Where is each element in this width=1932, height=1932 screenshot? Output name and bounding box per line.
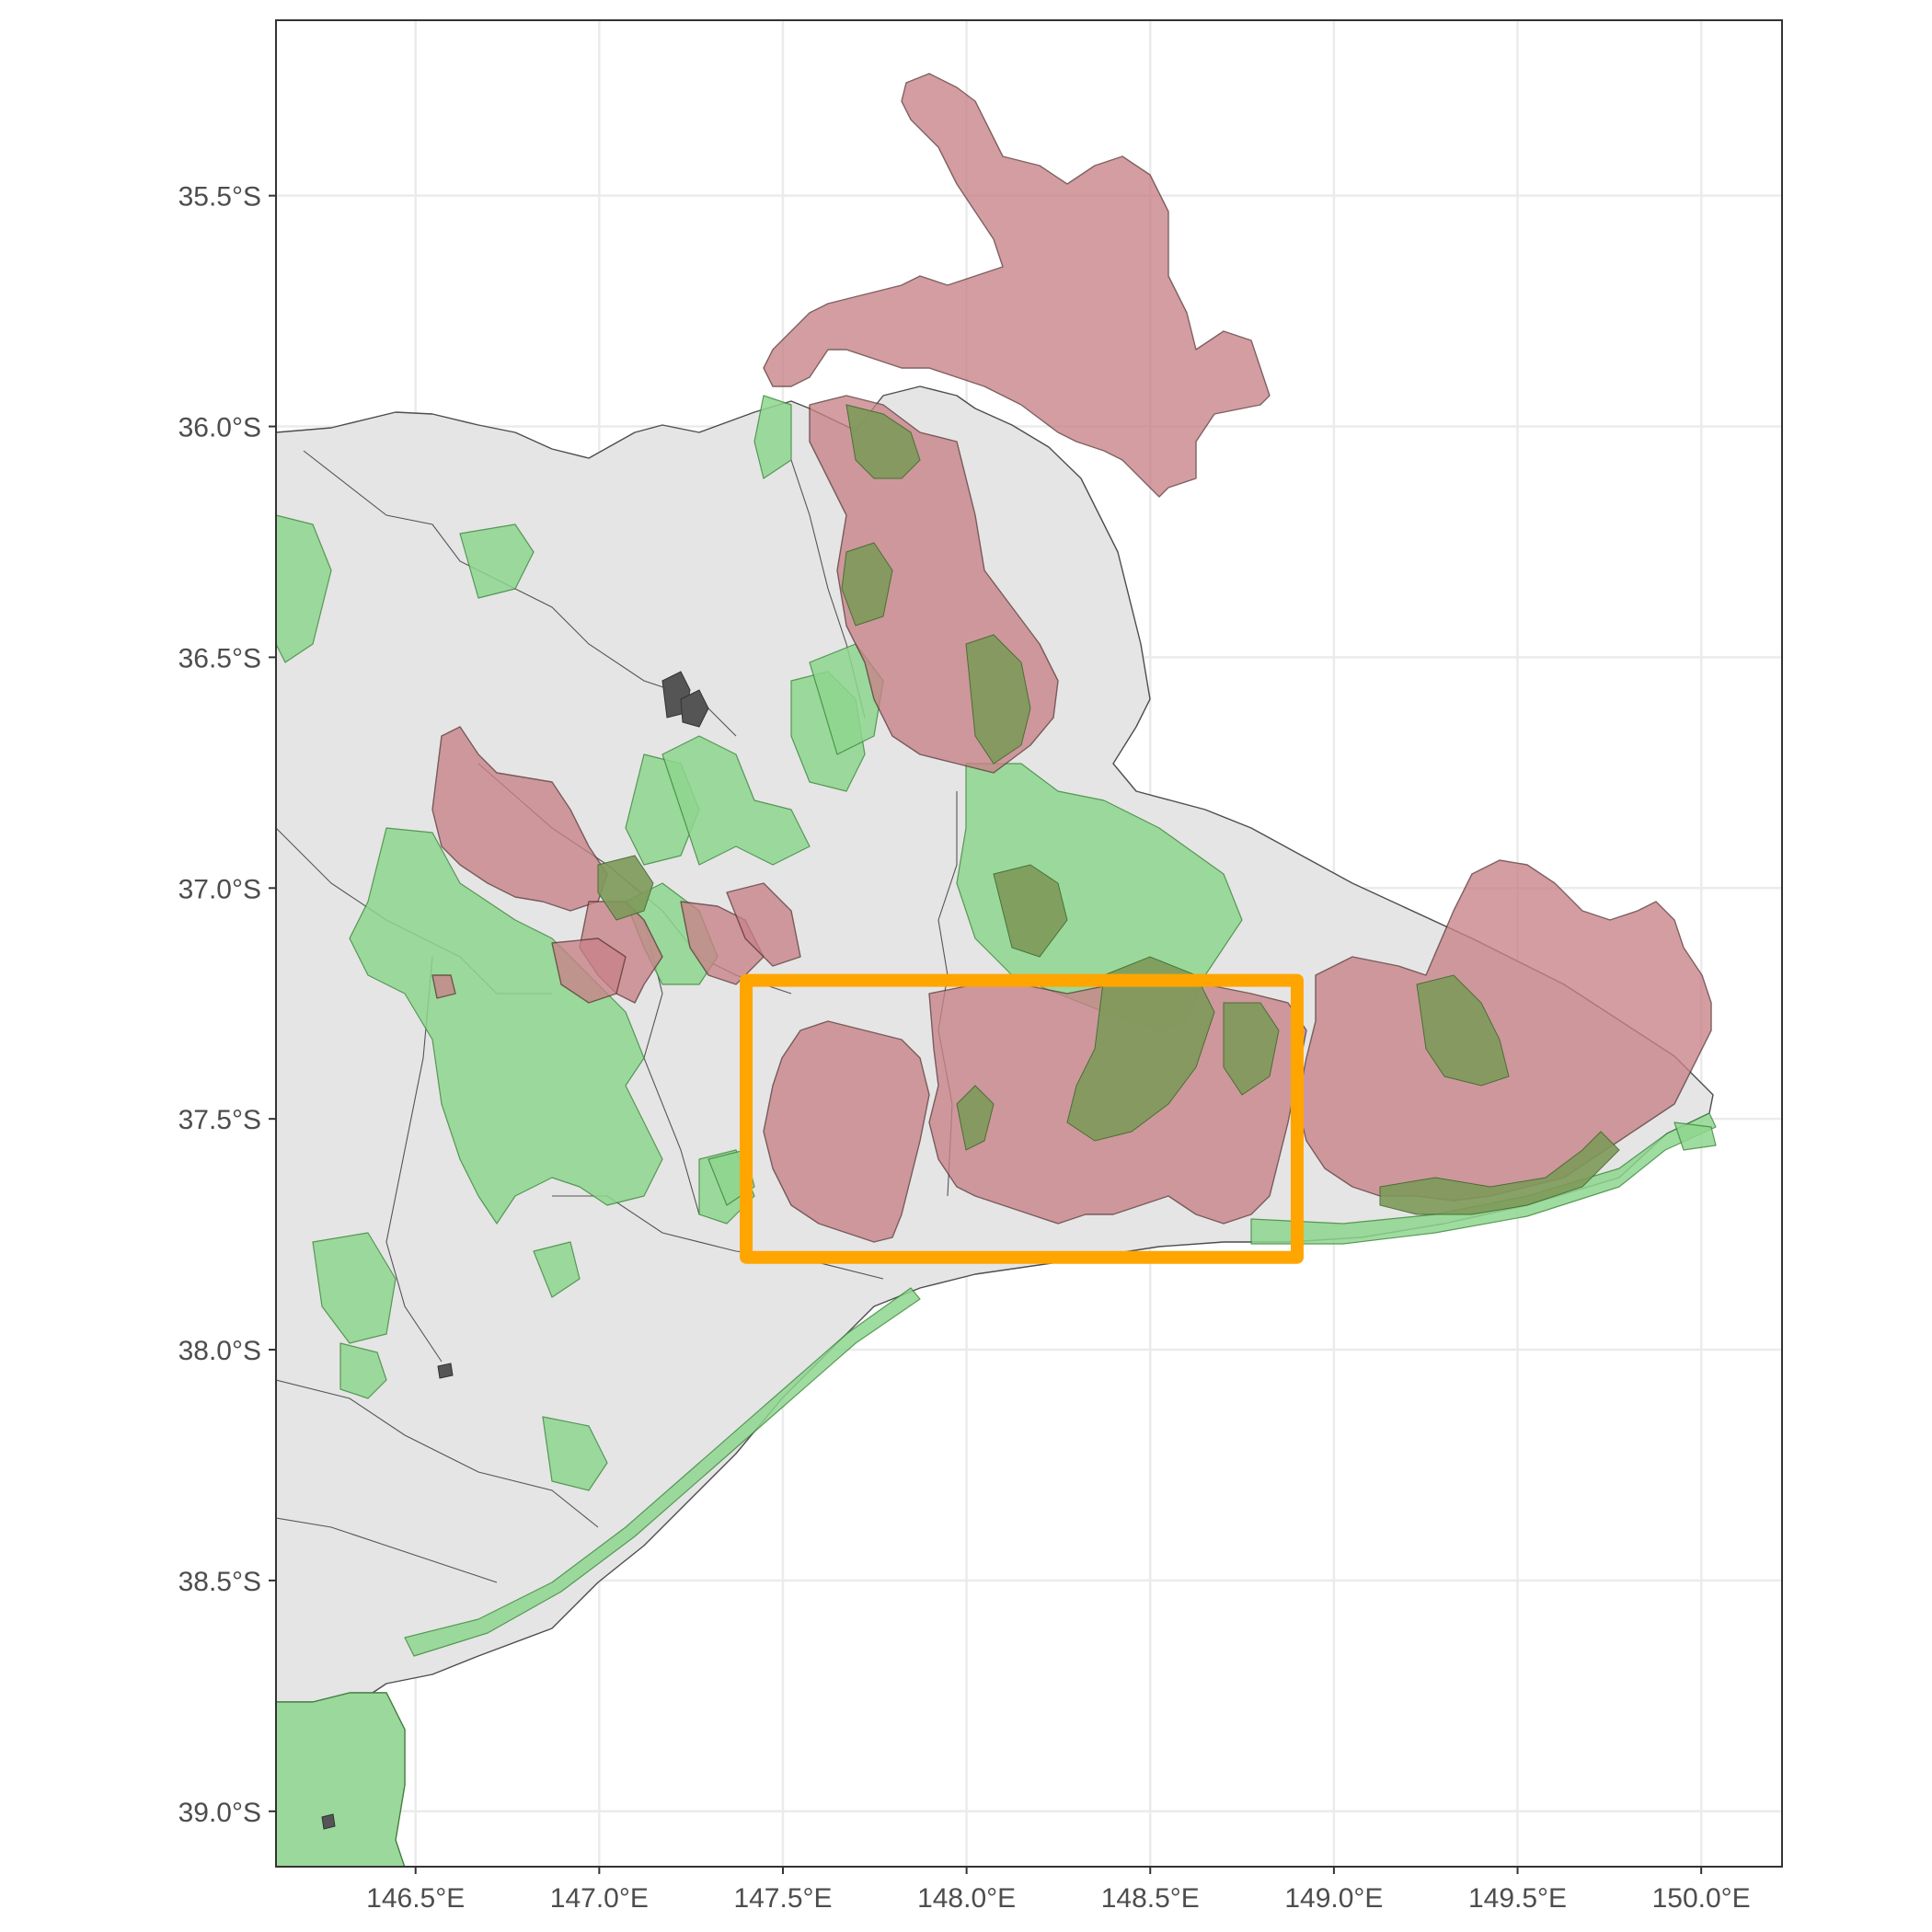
- y-tick-label: 38.0°S: [178, 1336, 261, 1366]
- lakes: [321, 671, 709, 1830]
- x-tick-label: 149.0°E: [1284, 1883, 1383, 1914]
- x-axis: 146.5°E 147.0°E 147.5°E 148.0°E 148.5°E 149.0…: [366, 1867, 1751, 1914]
- x-tick-label: 148.5°E: [1101, 1883, 1200, 1914]
- panel-border: [275, 19, 1783, 1868]
- x-tick-label: 147.5°E: [733, 1883, 832, 1914]
- x-tick-label: 146.5°E: [366, 1883, 465, 1914]
- y-tick-label: 35.5°S: [178, 182, 261, 213]
- y-tick-label: 37.5°S: [178, 1105, 261, 1135]
- y-tick-label: 36.0°S: [178, 413, 261, 443]
- highlight-box: [740, 973, 1304, 1264]
- x-tick-label: 150.0°E: [1652, 1883, 1751, 1914]
- x-tick-label: 147.0°E: [550, 1883, 649, 1914]
- y-tick-label: 37.0°S: [178, 874, 261, 904]
- reserve-areas: [276, 395, 1717, 1867]
- x-tick-label: 148.0°E: [917, 1883, 1016, 1914]
- burned-areas: [431, 73, 1712, 1243]
- y-axis: 35.5°S 36.0°S 36.5°S 37.0°S 37.5°S 38.0°S 38.5…: [178, 182, 276, 1828]
- burned-reserve-overlap: [597, 404, 1620, 1215]
- x-tick-label: 149.5°E: [1468, 1883, 1567, 1914]
- y-tick-label: 36.5°S: [178, 643, 261, 673]
- y-tick-label: 39.0°S: [178, 1798, 261, 1828]
- y-tick-label: 38.5°S: [178, 1567, 261, 1597]
